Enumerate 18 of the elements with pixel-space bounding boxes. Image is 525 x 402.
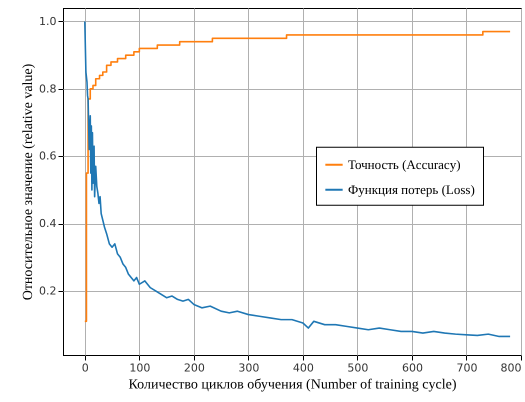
x-tick-label: 800 [500,362,522,374]
x-tick-label: 0 [82,362,89,374]
x-tick-label: 500 [347,362,368,374]
y-tick-label: 0.2 [39,284,56,298]
y-tick-label: 0.8 [39,82,56,96]
x-axis-title: Количество циклов обучения (Number of training cycle) [128,378,457,392]
x-tick-label: 700 [456,362,478,374]
x-tick-label: 600 [402,362,423,374]
x-tick-label: 200 [184,362,205,374]
y-axis-title: Относительное значение (relative value) [21,63,36,300]
x-tick-label: 300 [238,362,260,374]
y-tick-label: 0.4 [39,217,56,230]
y-tick-label: 0.6 [39,150,56,163]
legend-label: Функция потерь (Loss) [348,182,475,197]
x-tick-label: 400 [292,362,314,374]
x-tick-label: 100 [129,362,150,374]
legend-label: Точность (Accuracy) [348,156,461,172]
y-tick-label: 1.0 [39,14,56,28]
